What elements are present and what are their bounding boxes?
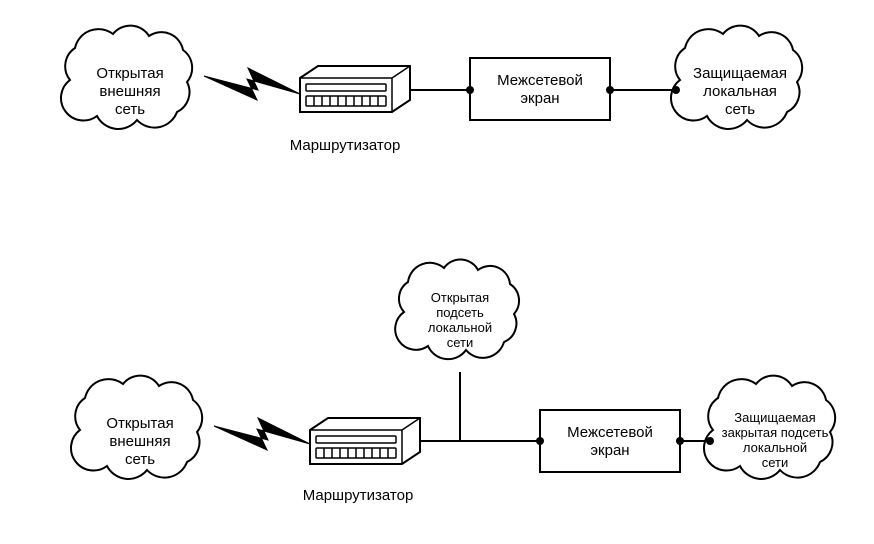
firewall-2: [540, 410, 680, 472]
lightning-link-2: [214, 418, 310, 450]
cloud-top-line1: Открытая: [431, 290, 489, 305]
firewall-2-line1: Межсетевой: [567, 424, 653, 441]
cloud-right2-line4: сети: [762, 455, 789, 470]
cloud-protected-network: Защищаемая локальная сеть: [671, 26, 802, 129]
diagram-1: Открытая внешняя сеть Маршрутизатор: [61, 26, 802, 154]
diagram-2: Открытая внешняя сеть Маршрутизатор О: [71, 259, 835, 504]
cloud-right-line2: локальная: [703, 83, 777, 100]
cloud-right2-line1: Защищаемая: [734, 410, 815, 425]
router-1: [300, 66, 410, 112]
cloud-right-line3: сеть: [725, 101, 755, 118]
cloud-top-line2: подсеть: [436, 305, 484, 320]
cloud-protected-subnet: Защищаемая закрытая подсеть локальной се…: [704, 376, 835, 479]
router-2-caption: Маршрутизатор: [303, 487, 414, 504]
firewall-1-line1: Межсетевой: [497, 72, 583, 89]
router-2: [310, 418, 420, 464]
firewall-1-line2: экран: [520, 90, 559, 107]
firewall-2-line2: экран: [590, 442, 629, 459]
cloud-right-line1: Защищаемая: [693, 65, 787, 82]
endpoint-dot: [676, 437, 684, 445]
cloud-left2-line2: внешняя: [109, 433, 170, 450]
router-1-caption: Маршрутизатор: [290, 137, 401, 154]
cloud-open-subnet: Открытая подсеть локальной сети: [395, 259, 519, 359]
cloud-left2-line3: сеть: [125, 451, 155, 468]
cloud-left2-line1: Открытая: [106, 415, 173, 432]
cloud-left-line2: внешняя: [99, 83, 160, 100]
cloud-top-line3: локальной: [428, 320, 492, 335]
lightning-link-1: [204, 68, 300, 100]
cloud-external-network: Открытая внешняя сеть: [61, 26, 192, 129]
firewall-1: [470, 58, 610, 120]
cloud-top-line4: сети: [447, 335, 474, 350]
cloud-right2-line3: локальной: [743, 440, 807, 455]
endpoint-dot: [606, 86, 614, 94]
cloud-left-line3: сеть: [115, 101, 145, 118]
cloud-left-line1: Открытая: [96, 65, 163, 82]
cloud-external-network-2: Открытая внешняя сеть: [71, 376, 202, 479]
network-diagram: Открытая внешняя сеть Маршрутизатор: [0, 0, 874, 544]
cloud-right2-line2: закрытая подсеть: [722, 425, 829, 440]
